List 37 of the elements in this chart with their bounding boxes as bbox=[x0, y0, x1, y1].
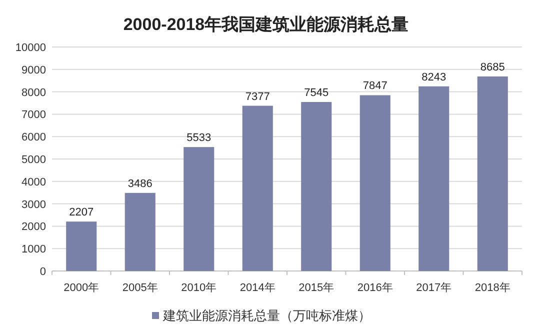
bar bbox=[242, 106, 273, 271]
x-tick-label: 2010年 bbox=[181, 282, 217, 294]
x-tick-label: 2000年 bbox=[64, 282, 100, 294]
data-label: 7847 bbox=[362, 80, 388, 92]
bar bbox=[184, 147, 214, 271]
y-tick-label: 2000 bbox=[22, 221, 46, 234]
y-tick-label: 9000 bbox=[22, 64, 46, 76]
y-tick-label: 7000 bbox=[22, 109, 46, 122]
y-tick-label: 0 bbox=[40, 266, 46, 278]
bar bbox=[418, 86, 450, 271]
data-label: 8243 bbox=[422, 71, 446, 84]
y-tick-label: 8000 bbox=[22, 86, 46, 99]
bar bbox=[301, 102, 332, 271]
data-label: 7545 bbox=[304, 86, 329, 99]
bar bbox=[124, 192, 156, 271]
x-tick-label: 2014年 bbox=[240, 282, 276, 294]
y-tick-label: 3000 bbox=[22, 198, 46, 211]
y-tick-label: 1000 bbox=[22, 244, 46, 256]
bar bbox=[66, 222, 97, 271]
y-tick-label: 10000 bbox=[15, 42, 46, 54]
bar bbox=[477, 76, 508, 271]
x-tick-label: 2018年 bbox=[474, 282, 510, 294]
y-tick-label: 4000 bbox=[22, 176, 46, 188]
data-label: 5533 bbox=[186, 132, 212, 144]
data-label: 8685 bbox=[480, 61, 505, 74]
bar bbox=[360, 95, 390, 271]
x-tick-label: 2015年 bbox=[298, 282, 334, 294]
legend-label: 建筑业能源消耗总量（万吨标准煤） bbox=[162, 308, 371, 323]
y-tick-label: 5000 bbox=[22, 154, 46, 166]
x-tick-label: 2005年 bbox=[122, 282, 158, 294]
x-tick-label: 2017年 bbox=[416, 282, 452, 294]
data-label: 7377 bbox=[245, 90, 270, 103]
x-tick-label: 2016年 bbox=[357, 282, 393, 294]
y-tick-label: 6000 bbox=[22, 132, 46, 144]
chart-title: 2000-2018年我国建筑业能源消耗总量 bbox=[123, 15, 409, 34]
data-label: 2207 bbox=[69, 206, 94, 219]
data-label: 3486 bbox=[128, 178, 152, 190]
